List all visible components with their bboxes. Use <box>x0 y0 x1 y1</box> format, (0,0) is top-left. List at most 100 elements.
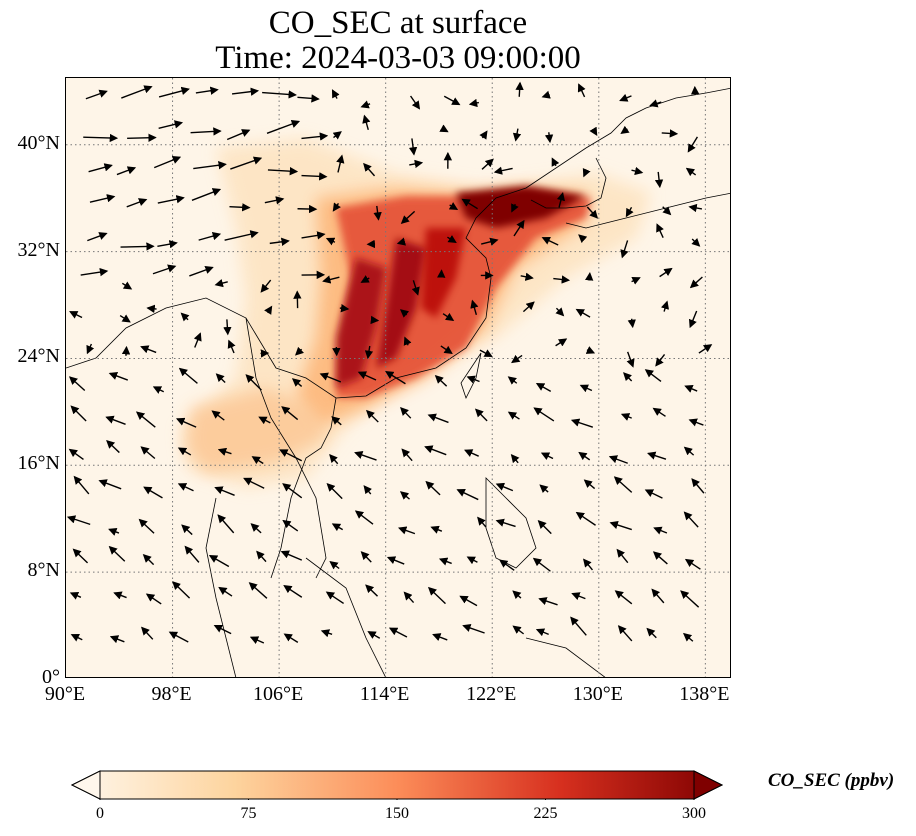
wind-arrow <box>438 557 452 566</box>
wind-arrow <box>644 369 662 382</box>
wind-arrow <box>627 318 636 329</box>
wind-arrow <box>647 451 667 460</box>
wind-arrow <box>283 633 299 643</box>
wind-arrow <box>388 627 408 638</box>
wind-arrow <box>625 206 634 218</box>
wind-arrow <box>691 478 705 494</box>
wind-arrow <box>544 132 554 144</box>
wind-arrow <box>619 93 632 102</box>
lon-tick-label: 130°E <box>572 683 623 705</box>
wind-arrow <box>281 406 299 421</box>
wind-arrow <box>578 234 588 244</box>
wind-arrow <box>682 632 694 642</box>
wind-arrow <box>331 89 340 99</box>
wind-arrow <box>456 489 479 501</box>
wind-arrow <box>138 518 155 534</box>
wind-arrow <box>477 516 487 528</box>
wind-arrow <box>365 584 379 597</box>
wind-arrow <box>282 519 299 532</box>
wind-arrow <box>325 591 345 604</box>
wind-arrow <box>326 483 343 500</box>
wind-arrow <box>295 346 304 356</box>
wind-arrow <box>191 188 222 201</box>
wind-arrow <box>617 625 633 642</box>
wind-arrow <box>689 276 703 289</box>
wind-arrow <box>539 484 549 494</box>
wind-arrow <box>507 411 520 420</box>
wind-arrow <box>66 515 91 526</box>
wind-arrow <box>653 526 668 535</box>
wind-arrow <box>231 87 260 96</box>
wind-arrow <box>157 195 185 204</box>
wind-arrow <box>325 237 336 246</box>
wind-arrow <box>537 520 552 535</box>
wind-arrow <box>532 557 551 572</box>
wind-arrow <box>400 407 412 419</box>
wind-arrow <box>177 483 194 492</box>
wind-arrow <box>551 157 560 167</box>
wind-arrow <box>175 417 197 428</box>
wind-arrow <box>121 281 133 290</box>
wind-arrow <box>70 634 83 642</box>
wind-arrow <box>109 635 125 644</box>
lat-tick-label: 8°N <box>27 559 60 582</box>
wind-arrow <box>264 196 285 205</box>
wind-arrow <box>447 235 457 244</box>
wind-arrow <box>140 446 156 460</box>
wind-arrow <box>571 592 586 601</box>
wind-arrow <box>541 236 559 246</box>
wind-arrow <box>135 411 156 428</box>
wind-arrow <box>260 279 272 293</box>
wind-arrow <box>685 167 697 177</box>
colorbar-tick-label: 150 <box>385 805 409 822</box>
colorbar-tick-label: 75 <box>240 805 257 822</box>
wind-arrow <box>127 133 157 142</box>
wind-arrow <box>466 375 480 384</box>
wind-arrow <box>85 89 108 100</box>
wind-arrow <box>279 449 303 462</box>
wind-arrow <box>479 349 493 358</box>
wind-arrow <box>662 206 672 216</box>
lat-tick-label: 0° <box>42 666 60 688</box>
wind-arrow <box>113 591 127 600</box>
wind-arrow <box>119 314 131 323</box>
wind-arrow <box>533 407 555 422</box>
wind-arrow <box>684 558 701 570</box>
wind-arrow <box>570 616 587 636</box>
lon-tick-label: 98°E <box>151 683 192 705</box>
wind-arrow <box>538 597 558 606</box>
wind-arrow <box>582 558 594 571</box>
wind-arrow <box>336 154 345 173</box>
wind-arrow <box>363 162 376 177</box>
wind-arrow <box>512 590 522 600</box>
wind-arrow <box>363 485 373 495</box>
wind-arrow <box>152 386 165 394</box>
map-canvas <box>66 78 730 677</box>
wind-arrow <box>688 310 698 329</box>
wind-arrow <box>262 90 297 99</box>
wind-arrow <box>215 373 226 384</box>
wind-arrow <box>511 354 523 364</box>
wind-arrow <box>190 127 222 136</box>
wind-arrow <box>466 556 478 565</box>
wind-arrow <box>158 86 190 98</box>
wind-arrow <box>145 593 162 605</box>
wind-arrow <box>208 555 230 568</box>
wind-arrow <box>69 311 83 319</box>
wind-arrow <box>409 95 421 110</box>
wind-arrow <box>224 230 259 241</box>
wind-arrow <box>121 345 131 356</box>
wind-arrow <box>688 418 704 427</box>
wind-arrow <box>332 131 342 140</box>
wind-arrow <box>652 551 668 565</box>
wind-arrow <box>141 626 154 640</box>
wind-arrow <box>152 264 177 275</box>
wind-arrow <box>399 309 410 318</box>
wind-arrow <box>691 237 701 247</box>
wind-arrow <box>217 514 235 534</box>
wind-arrow <box>515 81 524 97</box>
wind-arrow <box>301 231 326 240</box>
wind-arrow <box>556 192 565 208</box>
wind-arrow <box>424 445 447 456</box>
wind-arrow <box>140 345 157 354</box>
